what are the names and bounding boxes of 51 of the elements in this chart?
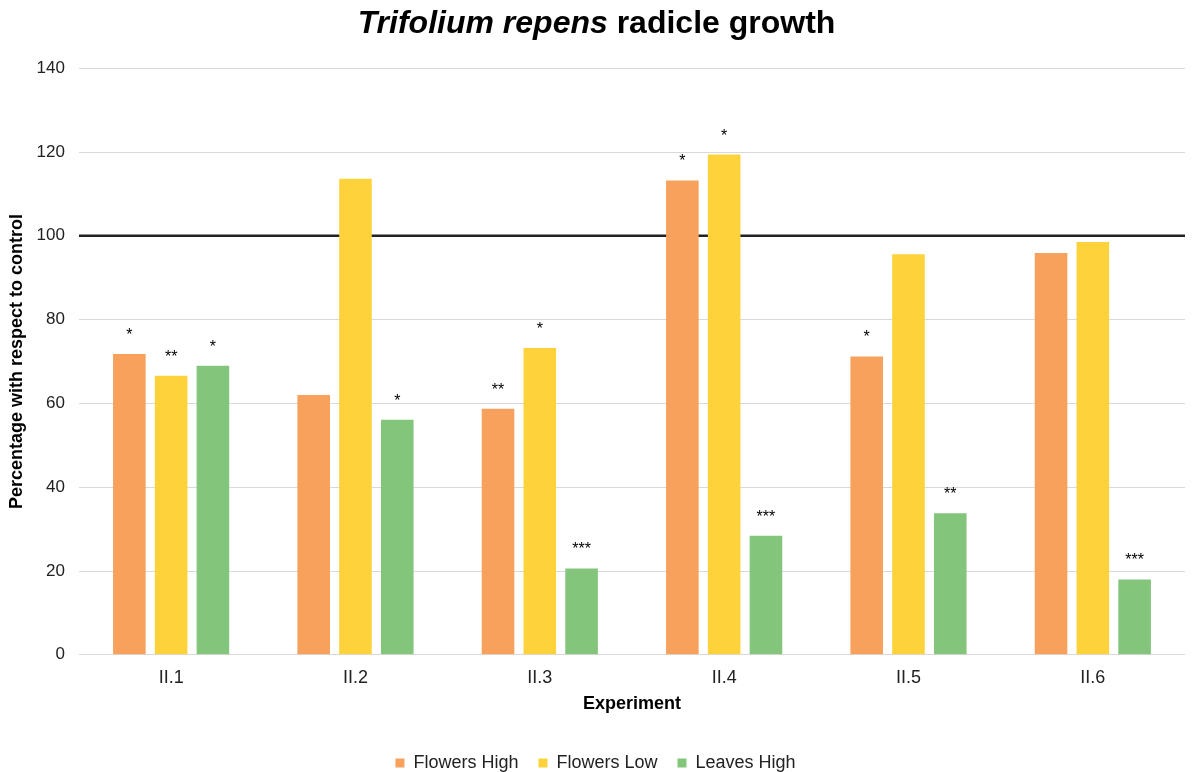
legend-label: Flowers Low (556, 751, 659, 772)
x-tick-label: II.2 (342, 666, 368, 687)
data-label: *** (756, 507, 776, 525)
data-label: * (536, 320, 543, 338)
bar (1034, 252, 1068, 655)
bar (481, 408, 515, 655)
data-label: *** (1125, 551, 1144, 569)
data-label: * (126, 325, 133, 343)
y-tick-label: 20 (46, 560, 65, 580)
data-label: * (721, 126, 728, 144)
x-tick-label: II.5 (895, 666, 921, 687)
x-tick-label: II.6 (1080, 666, 1106, 687)
bar (850, 356, 883, 655)
data-label: ** (164, 347, 178, 365)
y-tick-label: 120 (36, 141, 65, 161)
y-tick-label: 0 (55, 644, 65, 664)
bar (297, 395, 330, 655)
bar (1118, 579, 1151, 655)
bar (523, 348, 557, 655)
chart-title: Trifolium repens radicle growth (356, 3, 837, 41)
legend-label: Flowers High (413, 751, 519, 772)
bar (196, 365, 230, 655)
y-axis-title: Percentage with respect to control (5, 213, 26, 510)
bar (154, 375, 188, 655)
bar (749, 535, 783, 655)
bar (565, 568, 598, 655)
y-tick-label: 60 (46, 393, 65, 413)
legend-label: Leaves High (695, 751, 796, 772)
y-tick-label: 40 (46, 476, 65, 496)
x-tick-label: II.4 (711, 666, 737, 687)
bar (1076, 242, 1110, 655)
y-tick-label: 100 (36, 225, 65, 245)
data-label: * (863, 328, 870, 346)
data-label: * (209, 337, 217, 355)
bar (666, 180, 699, 655)
bar (707, 154, 741, 655)
x-tick-label: II.1 (158, 666, 184, 687)
data-label: * (679, 152, 686, 170)
bar (892, 254, 925, 655)
data-label: *** (572, 540, 591, 558)
bar (113, 353, 146, 655)
data-label: * (394, 391, 401, 409)
x-tick-label: II.3 (527, 666, 553, 687)
x-axis-title: Experiment (582, 693, 682, 714)
bar (339, 178, 372, 655)
y-tick-label: 80 (46, 309, 65, 329)
bar (380, 419, 414, 655)
y-tick-label: 140 (36, 57, 65, 77)
data-label: ** (944, 485, 957, 503)
data-label: ** (491, 380, 505, 398)
bar (933, 513, 967, 655)
